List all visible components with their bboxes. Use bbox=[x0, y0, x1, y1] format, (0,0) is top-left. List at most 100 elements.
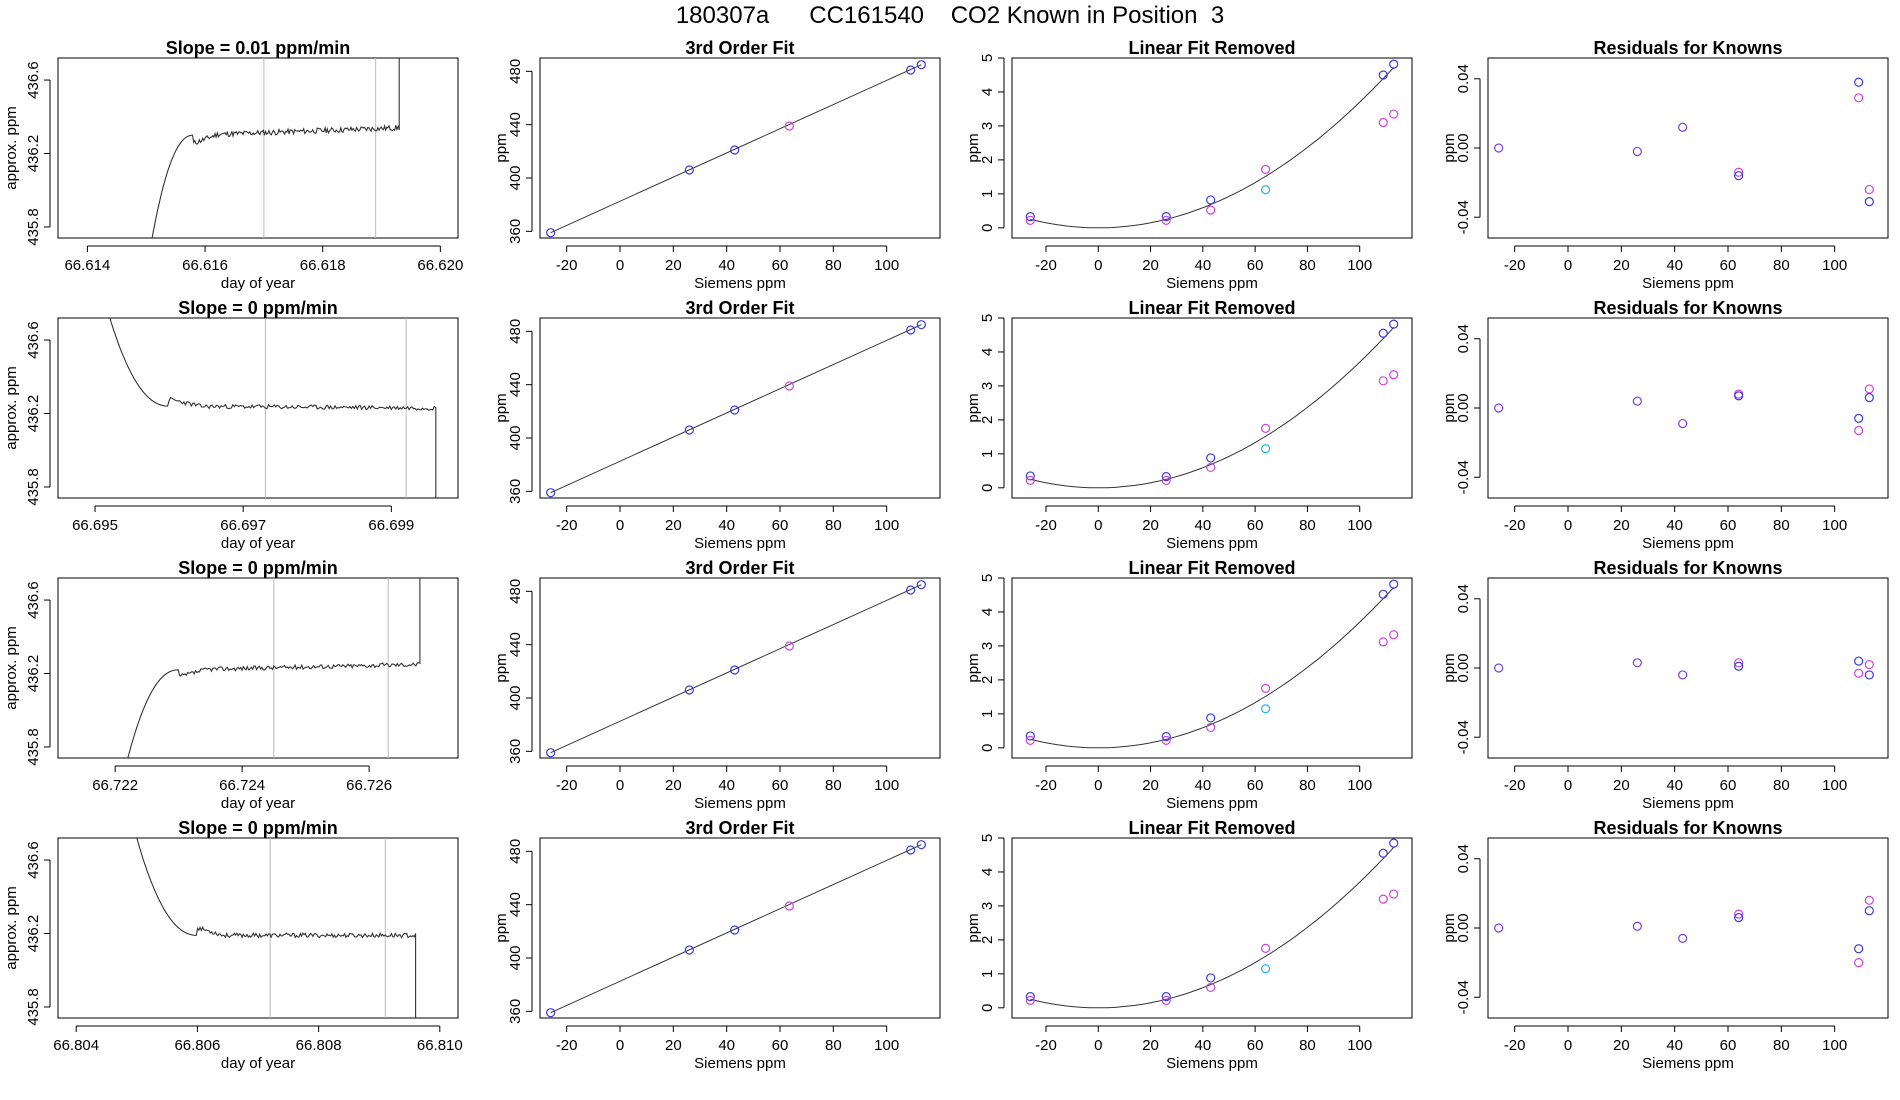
y-tick-label: 440 bbox=[507, 372, 524, 397]
plot-area bbox=[1494, 77, 1874, 207]
x-tick-label: 80 bbox=[1299, 517, 1316, 534]
plot-frame bbox=[1487, 57, 1889, 239]
y-tick-label: -0.04 bbox=[1455, 980, 1472, 1014]
panel-2-3: Linear Fit Removed-20 0 20 40 60 80 100Siemens… bbox=[965, 298, 1413, 552]
x-tick-label: 66.804 bbox=[53, 1037, 99, 1054]
y-tick-label: 0.04 bbox=[1455, 844, 1472, 873]
x-tick-label: 40 bbox=[1666, 517, 1683, 534]
y-tick-label: 0 bbox=[979, 484, 996, 492]
x-tick-label: -20 bbox=[556, 1037, 578, 1054]
x-tick-label: 40 bbox=[718, 257, 735, 274]
x-tick-label: 66.808 bbox=[296, 1037, 342, 1054]
panel-3-1: Slope = 0 ppm/min 66.722 66.724 66.726 day o… bbox=[3, 558, 459, 812]
y-tick-label: 400 bbox=[507, 945, 524, 970]
data-point bbox=[730, 405, 740, 415]
data-point bbox=[1161, 212, 1171, 222]
data-point bbox=[1260, 964, 1271, 974]
data-point bbox=[1734, 661, 1744, 671]
data-point bbox=[1161, 475, 1171, 485]
data-point bbox=[1206, 205, 1216, 215]
y-tick-label: 360 bbox=[507, 999, 524, 1024]
y-tick-label: 435.8 bbox=[25, 208, 42, 246]
y-tick-label: 1 bbox=[979, 710, 996, 718]
x-tick-label: 60 bbox=[772, 777, 789, 794]
data-point bbox=[1025, 992, 1035, 1002]
data-point bbox=[1025, 731, 1035, 741]
data-point bbox=[1161, 992, 1171, 1002]
x-axis-label: Siemens ppm bbox=[1166, 795, 1258, 812]
plot-area bbox=[1025, 579, 1399, 749]
plot-area bbox=[151, 58, 400, 238]
plot-frame bbox=[539, 57, 941, 239]
data-point bbox=[1389, 889, 1399, 899]
data-point bbox=[1854, 668, 1864, 678]
y-tick-label: 5 bbox=[979, 834, 996, 842]
plot-area bbox=[546, 580, 926, 758]
y-axis-label: ppm bbox=[1441, 653, 1458, 682]
data-point bbox=[1864, 895, 1874, 905]
data-point bbox=[1734, 913, 1744, 923]
x-axis-label: Siemens ppm bbox=[1166, 275, 1258, 292]
data-point bbox=[1206, 973, 1216, 983]
plot-frame bbox=[1487, 577, 1889, 759]
data-point bbox=[1678, 418, 1688, 429]
fit-line bbox=[550, 844, 922, 1014]
x-tick-label: 40 bbox=[1666, 1037, 1683, 1054]
data-point bbox=[1025, 212, 1035, 222]
y-tick-label: 360 bbox=[507, 479, 524, 504]
x-tick-label: 100 bbox=[1822, 777, 1847, 794]
y-tick-label: 2 bbox=[979, 416, 996, 424]
data-point bbox=[1260, 444, 1271, 454]
x-axis-label: Siemens ppm bbox=[694, 795, 786, 812]
plot-area bbox=[546, 840, 926, 1018]
x-tick-label: 0 bbox=[616, 517, 624, 534]
y-tick-label: 435.8 bbox=[25, 728, 42, 766]
panel-title: Slope = 0.01 ppm/min bbox=[166, 38, 351, 58]
y-tick-label: 440 bbox=[507, 632, 524, 657]
x-tick-label: 100 bbox=[874, 1037, 899, 1054]
data-point bbox=[906, 65, 916, 75]
x-tick-label: -20 bbox=[556, 257, 578, 274]
x-tick-label: 66.810 bbox=[417, 1037, 463, 1054]
y-tick-label: 3 bbox=[979, 122, 996, 130]
x-tick-label: 100 bbox=[1347, 257, 1372, 274]
panel-4-3: Linear Fit Removed-20 0 20 40 60 80 100Siemens… bbox=[965, 818, 1413, 1072]
data-point bbox=[1025, 215, 1035, 225]
x-tick-label: -20 bbox=[1035, 257, 1057, 274]
y-tick-label: 0.04 bbox=[1455, 584, 1472, 613]
y-tick-label: -0.04 bbox=[1455, 460, 1472, 494]
y-tick-label: 435.8 bbox=[25, 988, 42, 1026]
y-axis-label: ppm bbox=[493, 653, 510, 682]
x-tick-label: 0 bbox=[1564, 1037, 1572, 1054]
y-tick-label: 4 bbox=[979, 608, 996, 616]
x-axis-label: Siemens ppm bbox=[1642, 535, 1734, 552]
x-tick-label: 0 bbox=[616, 257, 624, 274]
panel-title: 3rd Order Fit bbox=[685, 38, 794, 58]
y-axis-label: ppm bbox=[1441, 133, 1458, 162]
y-tick-label: 3 bbox=[979, 902, 996, 910]
plot-frame bbox=[539, 837, 941, 1019]
x-axis-label: day of year bbox=[221, 795, 295, 812]
y-tick-label: 1 bbox=[979, 450, 996, 458]
y-tick-label: 0.00 bbox=[1455, 393, 1472, 422]
x-tick-label: 66.726 bbox=[346, 777, 392, 794]
x-tick-label: -20 bbox=[556, 517, 578, 534]
data-point bbox=[1854, 77, 1864, 87]
page-title: 180307a CC161540 CO2 Known in Position 3 bbox=[675, 2, 1225, 29]
x-tick-label: 0 bbox=[1564, 777, 1572, 794]
x-tick-label: 60 bbox=[772, 257, 789, 274]
data-point bbox=[546, 488, 556, 498]
x-tick-label: 20 bbox=[665, 517, 682, 534]
x-tick-label: 20 bbox=[665, 1037, 682, 1054]
data-point bbox=[1494, 403, 1504, 413]
data-point bbox=[1734, 167, 1744, 177]
data-point bbox=[1632, 658, 1642, 668]
data-point bbox=[784, 901, 794, 911]
panel-title: Slope = 0 ppm/min bbox=[178, 298, 338, 318]
panel-title: Linear Fit Removed bbox=[1128, 818, 1295, 838]
x-axis-label: Siemens ppm bbox=[1642, 795, 1734, 812]
x-tick-label: 66.697 bbox=[220, 517, 266, 534]
y-tick-label: 360 bbox=[507, 739, 524, 764]
y-tick-label: -0.04 bbox=[1455, 720, 1472, 754]
y-tick-label: 0.04 bbox=[1455, 324, 1472, 353]
